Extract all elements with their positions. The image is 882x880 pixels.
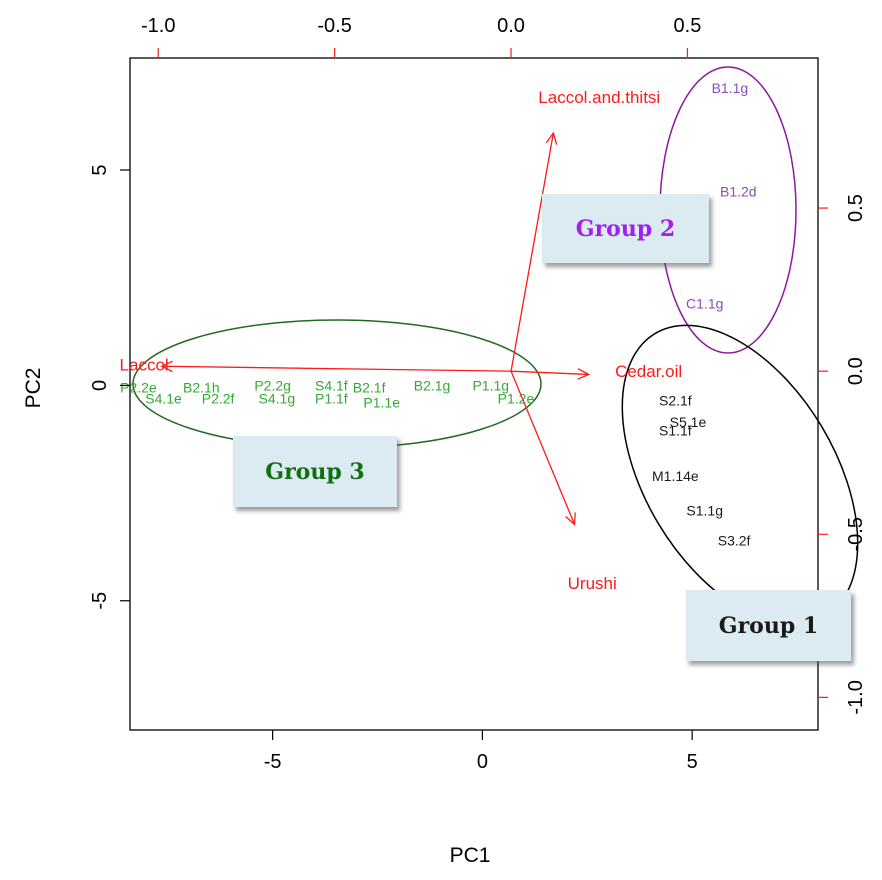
loading-arrowhead-0 xyxy=(545,131,558,145)
point-label-19: M1.14e xyxy=(652,468,699,484)
group-1-label: Group 1 xyxy=(718,612,819,639)
x-tick-label-2: 5 xyxy=(687,751,698,773)
plot-border xyxy=(129,57,819,731)
loading-arrowhead-1 xyxy=(160,360,173,373)
point-label-17: S5.1e xyxy=(670,414,707,430)
loading-arrow-0 xyxy=(510,132,555,372)
x-axis-title: PC1 xyxy=(450,844,491,867)
loading-label-3: Urushi xyxy=(568,574,617,593)
group-3-label-box: Group 3 xyxy=(233,436,397,507)
point-label-4: B2.1f xyxy=(353,380,386,396)
point-label-14: B1.2d xyxy=(720,184,757,200)
point-label-10: P1.1f xyxy=(315,390,348,406)
loading-arrow-3 xyxy=(510,370,576,525)
right-tick-label-2: 0.0 xyxy=(845,357,867,385)
top-tick-label-0: -1.0 xyxy=(141,15,175,37)
y-tick-label-2: 5 xyxy=(89,164,111,175)
loading-arrowhead-3 xyxy=(565,512,576,526)
point-label-3: S4.1f xyxy=(315,377,348,393)
point-label-9: S4.1g xyxy=(259,390,296,406)
point-label-1: B2.1h xyxy=(183,380,220,396)
loading-arrow-1 xyxy=(161,365,512,372)
loading-arrow-2 xyxy=(511,370,589,376)
loading-arrowhead-2 xyxy=(577,368,591,380)
point-label-18: S1.1f xyxy=(659,423,692,439)
loading-label-1: Laccol xyxy=(120,356,169,375)
point-label-0: P2.2e xyxy=(120,380,157,396)
group-2-label: Group 2 xyxy=(575,215,676,242)
point-label-5: B2.1g xyxy=(414,377,451,393)
loading-arrows: Laccol.and.thitsi Laccol Cedar.oil Urushi xyxy=(120,88,683,593)
right-tick-label-0: -1.0 xyxy=(845,680,867,714)
point-label-6: P1.1g xyxy=(472,377,509,393)
plot-frame xyxy=(129,57,819,731)
point-label-2: P2.2g xyxy=(254,377,291,393)
y-tick-label-0: -5 xyxy=(89,592,111,610)
loading-label-2: Cedar.oil xyxy=(615,362,682,381)
right-tick-label-3: 0.5 xyxy=(845,194,867,222)
x-tick-label-1: 0 xyxy=(477,751,488,773)
group-1-label-box: Group 1 xyxy=(686,590,851,661)
top-tick-label-1: -0.5 xyxy=(317,15,351,37)
top-tick-label-2: 0.0 xyxy=(497,15,525,37)
score-labels: P2.2e B2.1h P2.2g S4.1f B2.1f B2.1g P1.1g S4.1e… xyxy=(120,80,763,622)
point-label-20: S1.1g xyxy=(686,502,723,518)
x-tick-label-0: -5 xyxy=(264,751,282,773)
point-label-21: S3.2f xyxy=(718,532,751,548)
point-label-15: C1.1g xyxy=(686,296,723,312)
point-label-11: P1.1e xyxy=(363,395,400,411)
point-label-7: S4.1e xyxy=(145,390,182,406)
top-tick-label-3: 0.5 xyxy=(674,15,702,37)
y-axis-title: PC2 xyxy=(22,368,45,409)
loading-label-0: Laccol.and.thitsi xyxy=(538,88,660,107)
y-tick-label-1: 0 xyxy=(89,380,111,391)
point-label-13: B1.1g xyxy=(712,80,749,96)
group-ellipses xyxy=(132,66,859,626)
axes: -5 0 5 -5 0 5 -1.0 -0.5 0.0 0.5 -1.0 -0.5 0.0 0.5 xyxy=(89,15,867,773)
point-label-8: P2.2f xyxy=(202,390,235,406)
group-3-label: Group 3 xyxy=(265,458,365,485)
group-2-label-box: Group 2 xyxy=(542,194,709,263)
point-label-16: S2.1f xyxy=(659,392,692,408)
right-tick-label-1: -0.5 xyxy=(845,517,867,551)
point-label-12: P1.2e xyxy=(498,390,535,406)
